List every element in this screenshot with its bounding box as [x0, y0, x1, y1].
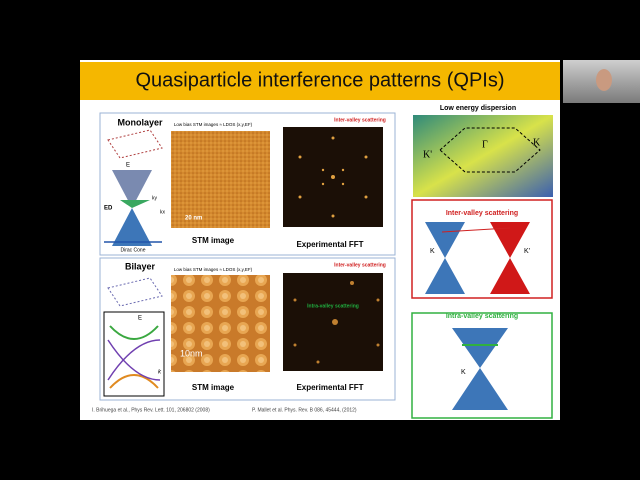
- e-label: E: [126, 163, 130, 169]
- k-label: K: [461, 369, 466, 376]
- band-upper: [109, 325, 159, 340]
- cone-plane: [120, 200, 150, 208]
- dispersion-surface: [413, 115, 553, 197]
- dispersion-title: Low energy dispersion: [440, 105, 516, 112]
- gamma-label: Γ: [482, 139, 488, 150]
- citation: P. Mallet et al. Phys. Rev. B 086, 45444…: [252, 407, 357, 413]
- band-middle: [107, 339, 161, 381]
- k-label: K: [533, 137, 541, 148]
- k-label: k: [158, 370, 162, 376]
- citation: I. Brihuega et al., Phys Rev. Lett. 101,…: [92, 407, 210, 413]
- monolayer-panel: [99, 112, 396, 256]
- k-prime-label: K': [524, 248, 530, 255]
- upper-cone: [112, 170, 152, 208]
- dirac-cone-label: Dirac Cone: [120, 247, 145, 253]
- scattering-arrow: [441, 227, 511, 233]
- k-prime-label: K': [423, 149, 432, 160]
- bilayer-label: Bilayer: [125, 261, 156, 271]
- caption: Low bias STM images ≈ LDOS (x,y,EF): [174, 122, 253, 127]
- intra-title: Intra-valley scattering: [446, 313, 518, 320]
- band-lower: [109, 374, 159, 389]
- graphene-lattice: [107, 129, 163, 159]
- inter-box: [411, 199, 553, 299]
- monolayer-label: Monolayer: [117, 117, 163, 127]
- brillouin-zone: [439, 127, 541, 173]
- kx-label: kx: [160, 209, 166, 215]
- fft-spots: [293, 281, 380, 364]
- bilayer-lattice: [107, 277, 163, 307]
- intra-note: Intra-valley scattering: [307, 303, 359, 309]
- webcam-person: [596, 69, 612, 91]
- stm-image: [171, 275, 270, 372]
- stm-label: STM image: [192, 383, 235, 392]
- fft-label: Experimental FFT: [296, 383, 363, 392]
- ky-label: ky: [152, 195, 158, 201]
- lower-cone: [112, 208, 152, 246]
- cone-k: [425, 222, 465, 294]
- title-bar: [80, 62, 560, 100]
- scale-bar: 10nm: [180, 348, 203, 358]
- fft-note: Inter-valley scattering: [334, 117, 386, 123]
- bilayer-panel: [99, 257, 396, 401]
- fft-note: Inter-valley scattering: [334, 262, 386, 268]
- slide-title: Quasiparticle interference patterns (QPI…: [135, 69, 504, 91]
- fft-spots: [298, 136, 368, 218]
- scale-bar: 20 nm: [185, 216, 202, 222]
- inter-title: Inter-valley scattering: [446, 210, 518, 217]
- band-plot: [103, 311, 165, 397]
- caption: Low bias STM images ≈ LDOS (x,y,EF): [174, 267, 253, 272]
- cone-k: [452, 328, 508, 410]
- k-label: K: [430, 248, 435, 255]
- ed-label: ED: [104, 206, 113, 212]
- stm-label: STM image: [192, 236, 235, 245]
- stm-image: [171, 131, 270, 228]
- fft-label: Experimental FFT: [296, 240, 363, 249]
- intra-box: [411, 312, 553, 419]
- cone-k-prime: [490, 222, 530, 294]
- e-label: E: [138, 316, 142, 322]
